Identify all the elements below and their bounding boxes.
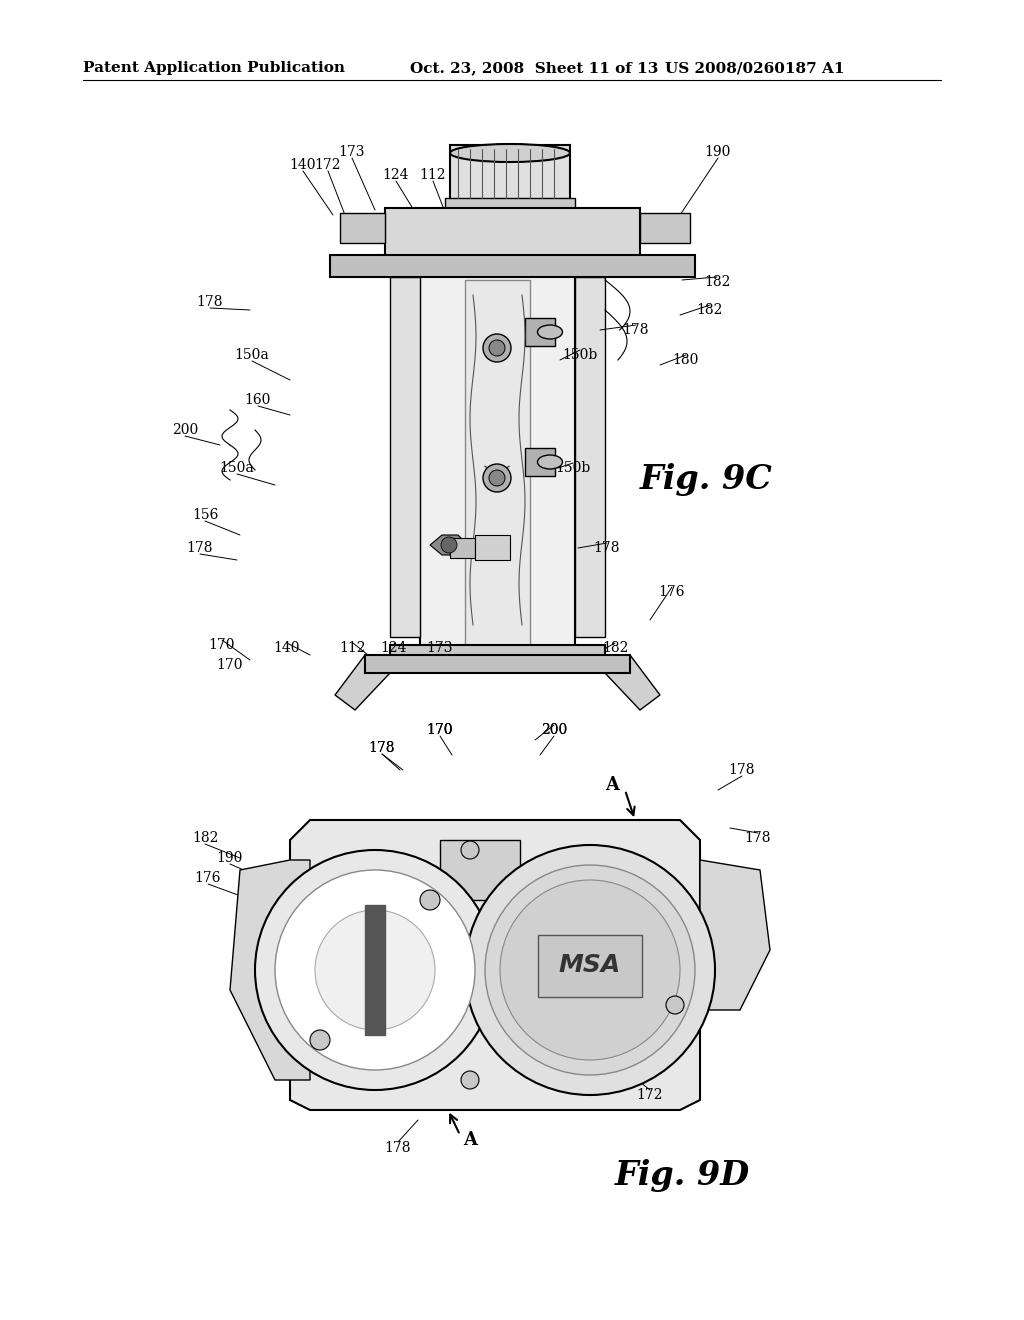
Text: 178: 178 — [623, 323, 649, 337]
Text: 170: 170 — [427, 723, 454, 737]
Text: 178: 178 — [729, 763, 756, 777]
Circle shape — [255, 850, 495, 1090]
Text: 140: 140 — [290, 158, 316, 172]
Bar — [450, 145, 570, 210]
Text: 200: 200 — [172, 422, 198, 437]
Bar — [525, 318, 555, 346]
Text: 182: 182 — [602, 642, 628, 655]
Circle shape — [671, 257, 689, 275]
Text: 124: 124 — [383, 168, 410, 182]
Text: 180: 180 — [673, 352, 699, 367]
Polygon shape — [230, 861, 310, 1080]
Ellipse shape — [450, 144, 570, 162]
Bar — [420, 275, 575, 655]
Circle shape — [310, 1030, 330, 1049]
Circle shape — [420, 890, 440, 909]
Text: 150a: 150a — [219, 461, 254, 475]
Bar — [525, 447, 555, 477]
Circle shape — [666, 997, 684, 1014]
Text: 112: 112 — [420, 168, 446, 182]
Text: 173: 173 — [339, 145, 366, 158]
Circle shape — [500, 880, 680, 1060]
Polygon shape — [430, 535, 468, 554]
Bar — [450, 539, 475, 558]
Circle shape — [315, 909, 435, 1030]
Text: 176: 176 — [195, 871, 221, 884]
Text: 190: 190 — [705, 145, 731, 158]
Text: 124: 124 — [381, 642, 408, 655]
Text: 178: 178 — [744, 832, 771, 845]
Circle shape — [483, 465, 511, 492]
Text: 170: 170 — [427, 723, 454, 737]
Bar — [538, 935, 642, 997]
Circle shape — [489, 470, 505, 486]
Circle shape — [275, 870, 475, 1071]
Text: 190: 190 — [217, 851, 243, 865]
Bar — [385, 209, 640, 257]
Text: A: A — [605, 776, 618, 795]
Text: Fig. 9C: Fig. 9C — [640, 463, 773, 496]
Bar — [340, 213, 385, 243]
Text: 173: 173 — [427, 642, 454, 655]
Text: 140: 140 — [273, 642, 300, 655]
Text: Patent Application Publication: Patent Application Publication — [83, 61, 345, 75]
Circle shape — [340, 261, 350, 271]
Circle shape — [336, 257, 354, 275]
Bar — [390, 277, 420, 638]
Text: 150b: 150b — [555, 461, 591, 475]
Bar — [365, 655, 630, 673]
Text: 150b: 150b — [562, 348, 598, 362]
Text: 160: 160 — [245, 393, 271, 407]
Text: 178: 178 — [197, 294, 223, 309]
Bar — [575, 277, 605, 638]
Text: Oct. 23, 2008  Sheet 11 of 13: Oct. 23, 2008 Sheet 11 of 13 — [410, 61, 658, 75]
Polygon shape — [605, 655, 660, 710]
Text: 172: 172 — [314, 158, 341, 172]
Circle shape — [461, 1071, 479, 1089]
Circle shape — [441, 537, 457, 553]
Text: MSA: MSA — [559, 953, 622, 977]
Bar — [390, 645, 605, 667]
Bar — [640, 213, 690, 243]
Polygon shape — [335, 655, 390, 710]
Circle shape — [465, 845, 715, 1096]
Circle shape — [461, 841, 479, 859]
Ellipse shape — [538, 455, 562, 469]
Text: 156: 156 — [191, 508, 218, 521]
Text: 200: 200 — [541, 723, 567, 737]
Text: 182: 182 — [703, 275, 730, 289]
Text: 178: 178 — [369, 741, 395, 755]
Circle shape — [675, 261, 685, 271]
Bar — [440, 840, 520, 900]
Text: 150a: 150a — [234, 348, 269, 362]
Text: 172: 172 — [637, 1088, 664, 1102]
Text: US 2008/0260187 A1: US 2008/0260187 A1 — [665, 61, 845, 75]
Circle shape — [489, 341, 505, 356]
Text: 176: 176 — [658, 585, 685, 599]
Text: 200: 200 — [541, 723, 567, 737]
Circle shape — [485, 865, 695, 1074]
Text: 178: 178 — [594, 541, 621, 554]
Bar — [365, 906, 385, 1035]
Text: 178: 178 — [385, 1140, 412, 1155]
Polygon shape — [290, 820, 700, 1110]
Bar — [445, 198, 575, 210]
Text: 112: 112 — [340, 642, 367, 655]
Text: Fig. 9D: Fig. 9D — [615, 1159, 751, 1192]
Polygon shape — [700, 861, 770, 1010]
Text: 178: 178 — [186, 541, 213, 554]
Text: 178: 178 — [369, 741, 395, 755]
Text: 170: 170 — [209, 638, 236, 652]
Ellipse shape — [538, 325, 562, 339]
Bar — [475, 535, 510, 560]
Bar — [330, 255, 695, 277]
Text: 170: 170 — [427, 723, 454, 737]
Circle shape — [483, 334, 511, 362]
Text: A: A — [463, 1131, 477, 1148]
Text: 182: 182 — [696, 304, 723, 317]
Text: 182: 182 — [191, 832, 218, 845]
Text: 170: 170 — [217, 657, 244, 672]
Bar — [465, 280, 530, 649]
